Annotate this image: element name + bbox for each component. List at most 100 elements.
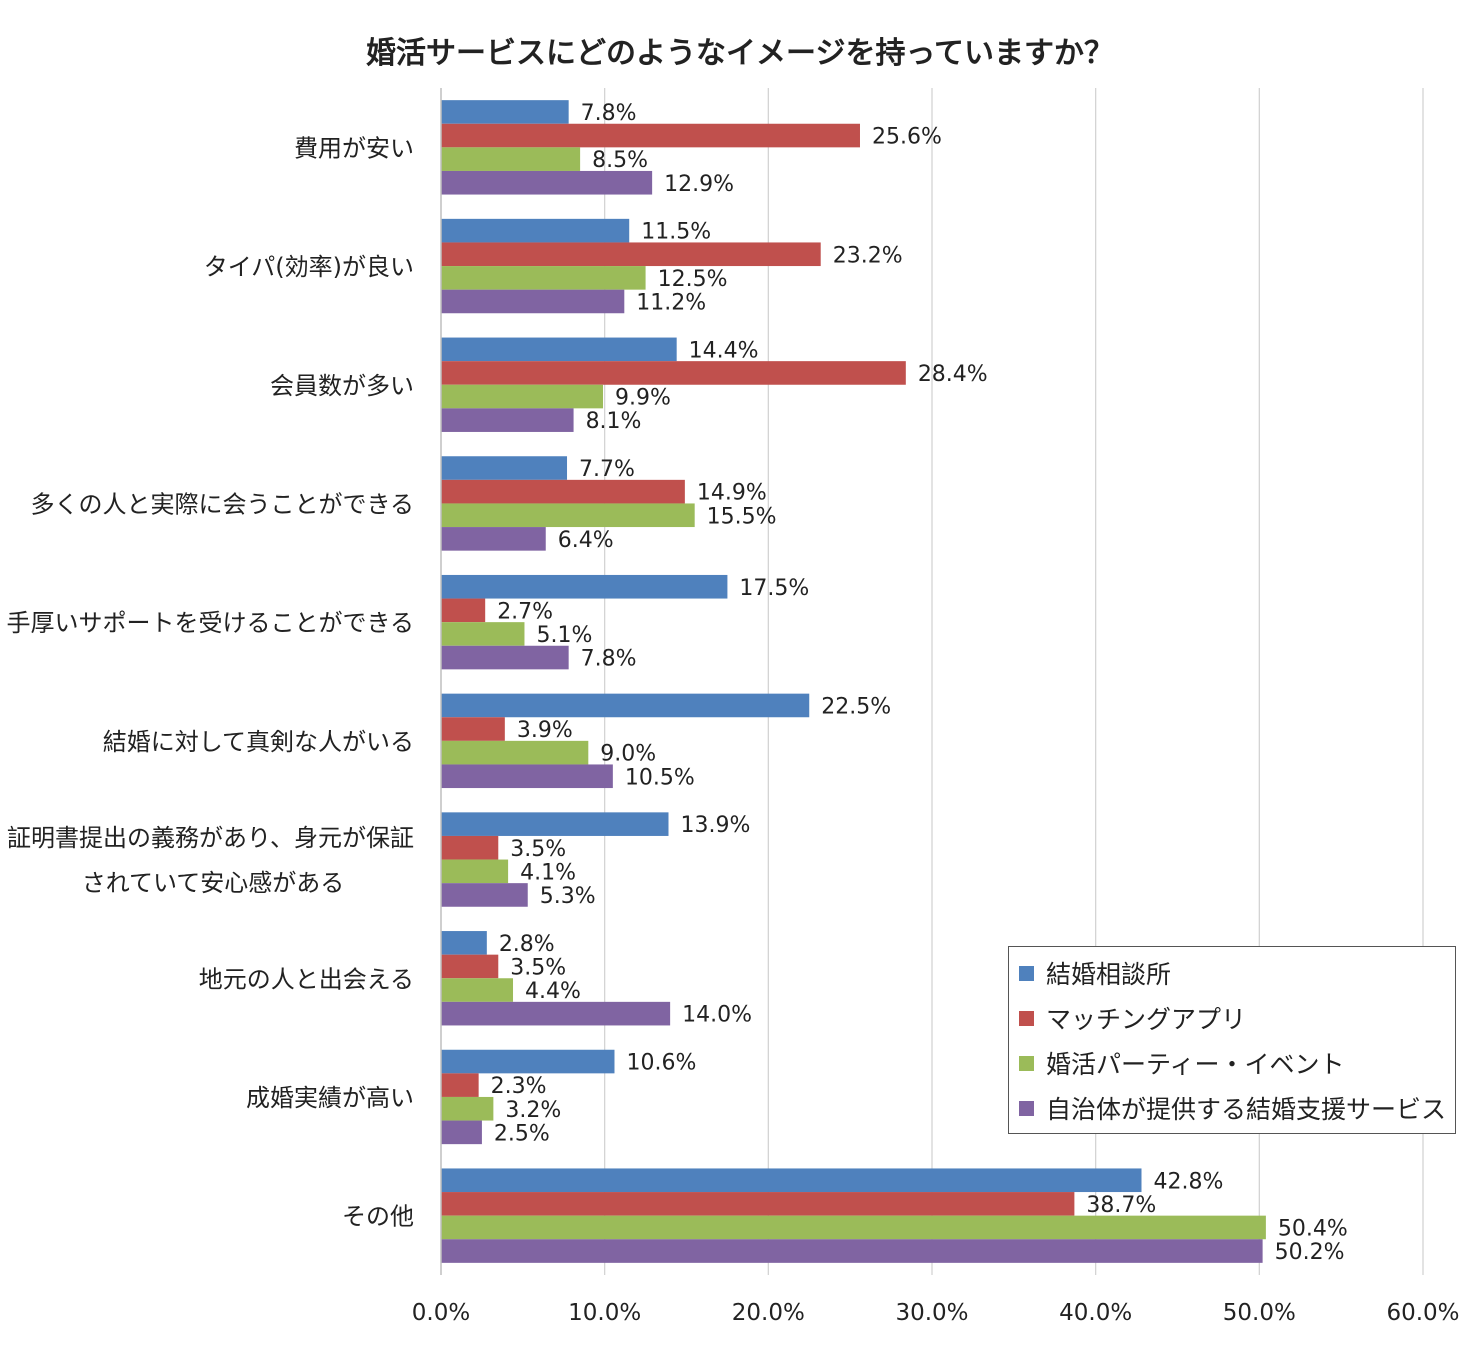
data-label: 14.0% bbox=[682, 1003, 752, 1028]
data-label: 3.2% bbox=[505, 1098, 561, 1123]
bar bbox=[441, 1096, 494, 1121]
bar bbox=[441, 883, 528, 907]
category-label: 地元の人と出会える bbox=[199, 965, 414, 993]
data-label: 8.5% bbox=[592, 148, 648, 173]
data-label: 4.1% bbox=[520, 860, 576, 885]
bar bbox=[441, 812, 669, 836]
category-label: 成婚実績が高い bbox=[246, 1084, 414, 1112]
data-label: 3.5% bbox=[510, 955, 566, 980]
bar bbox=[441, 859, 509, 884]
x-tick-label: 20.0% bbox=[732, 1300, 805, 1326]
data-label: 2.3% bbox=[491, 1074, 547, 1099]
legend: 結婚相談所 マッチングアプリ 婚活パーティー・イベント 自治体が提供する結婚支援… bbox=[1008, 946, 1456, 1134]
data-label: 3.5% bbox=[510, 837, 566, 862]
bar bbox=[441, 218, 630, 243]
data-label: 2.8% bbox=[499, 932, 555, 957]
bar bbox=[441, 242, 821, 267]
bar bbox=[441, 1215, 1266, 1240]
x-tick-label: 50.0% bbox=[1223, 1300, 1296, 1326]
data-label: 14.4% bbox=[689, 338, 759, 363]
bar bbox=[441, 740, 589, 765]
bar bbox=[441, 527, 546, 551]
data-label: 10.5% bbox=[625, 765, 695, 790]
bar bbox=[441, 1120, 482, 1145]
chart-title: 婚活サービスにどのようなイメージを持っていますか？ bbox=[366, 36, 1114, 71]
bar bbox=[441, 693, 810, 718]
category-label: 結婚に対して真剣な人がいる bbox=[103, 728, 414, 756]
bar bbox=[441, 503, 695, 528]
data-label: 4.4% bbox=[525, 979, 581, 1004]
bar bbox=[441, 598, 486, 623]
data-label: 9.0% bbox=[600, 742, 656, 767]
data-label: 14.9% bbox=[697, 481, 767, 506]
data-label: 2.7% bbox=[497, 599, 553, 624]
data-label: 28.4% bbox=[918, 362, 988, 387]
bar bbox=[441, 384, 604, 409]
category-label: 会員数が多い bbox=[270, 372, 414, 400]
data-label: 23.2% bbox=[833, 243, 903, 268]
bar bbox=[441, 717, 505, 741]
legend-swatch-series-3 bbox=[1019, 1055, 1034, 1071]
bar bbox=[441, 645, 569, 670]
data-label: 50.2% bbox=[1275, 1240, 1345, 1265]
bar bbox=[441, 456, 568, 480]
legend-label-series-4: 自治体が提供する結婚支援サービス bbox=[1046, 1095, 1447, 1124]
data-label: 8.1% bbox=[586, 409, 642, 434]
bar bbox=[441, 1073, 479, 1097]
bar bbox=[441, 764, 613, 789]
data-label: 13.9% bbox=[680, 813, 750, 838]
data-label: 5.3% bbox=[540, 884, 596, 909]
category-label: 手厚いサポートを受けることができる bbox=[6, 609, 414, 637]
x-tick-label: 0.0% bbox=[412, 1300, 470, 1326]
data-label: 42.8% bbox=[1153, 1169, 1223, 1194]
bar bbox=[441, 1168, 1142, 1193]
legend-item-series-2: マッチングアプリ bbox=[1019, 1003, 1247, 1034]
data-label: 7.8% bbox=[581, 647, 637, 672]
data-label: 38.7% bbox=[1086, 1193, 1156, 1218]
bar bbox=[441, 1239, 1263, 1263]
category-label: されていて安心感がある bbox=[82, 869, 345, 897]
x-tick-label: 40.0% bbox=[1059, 1300, 1132, 1326]
bar bbox=[441, 1001, 671, 1026]
bar bbox=[441, 978, 514, 1002]
category-label: 多くの人と実際に会うことができる bbox=[30, 490, 414, 518]
bar bbox=[441, 574, 728, 599]
data-label: 3.9% bbox=[517, 718, 573, 743]
data-label: 25.6% bbox=[872, 125, 942, 150]
bar bbox=[441, 337, 677, 362]
x-tick-label: 60.0% bbox=[1386, 1300, 1459, 1326]
legend-label-series-2: マッチングアプリ bbox=[1046, 1005, 1247, 1034]
data-label: 9.9% bbox=[615, 386, 671, 411]
data-label: 11.5% bbox=[641, 220, 711, 245]
bar bbox=[441, 931, 487, 955]
category-label: その他 bbox=[342, 1203, 414, 1231]
bar bbox=[441, 408, 574, 432]
bar bbox=[441, 123, 860, 148]
bar bbox=[441, 1049, 615, 1074]
legend-swatch-series-4 bbox=[1019, 1100, 1034, 1116]
bar bbox=[441, 266, 646, 290]
legend-item-series-4: 自治体が提供する結婚支援サービス bbox=[1019, 1093, 1447, 1124]
data-label: 6.4% bbox=[558, 528, 614, 553]
data-label: 12.5% bbox=[658, 267, 728, 292]
data-label: 22.5% bbox=[821, 694, 891, 719]
category-label: 証明書提出の義務があり、身元が保証 bbox=[7, 824, 414, 852]
bar bbox=[441, 147, 581, 171]
x-tick-label: 30.0% bbox=[895, 1300, 968, 1326]
category-label: 費用が安い bbox=[294, 134, 414, 162]
data-label: 11.2% bbox=[636, 290, 706, 315]
data-label: 50.4% bbox=[1278, 1216, 1348, 1241]
legend-swatch-series-1 bbox=[1019, 965, 1034, 981]
data-label: 7.8% bbox=[581, 101, 637, 126]
legend-item-series-1: 結婚相談所 bbox=[1019, 958, 1171, 989]
bar bbox=[441, 835, 499, 860]
legend-label-series-3: 婚活パーティー・イベント bbox=[1046, 1050, 1345, 1079]
bar bbox=[441, 479, 685, 504]
legend-swatch-series-2 bbox=[1019, 1010, 1034, 1026]
bar bbox=[441, 289, 625, 314]
bar bbox=[441, 100, 569, 124]
data-label: 10.6% bbox=[626, 1051, 696, 1076]
data-label: 17.5% bbox=[739, 576, 809, 601]
x-tick-label: 10.0% bbox=[568, 1300, 641, 1326]
bar bbox=[441, 361, 906, 385]
